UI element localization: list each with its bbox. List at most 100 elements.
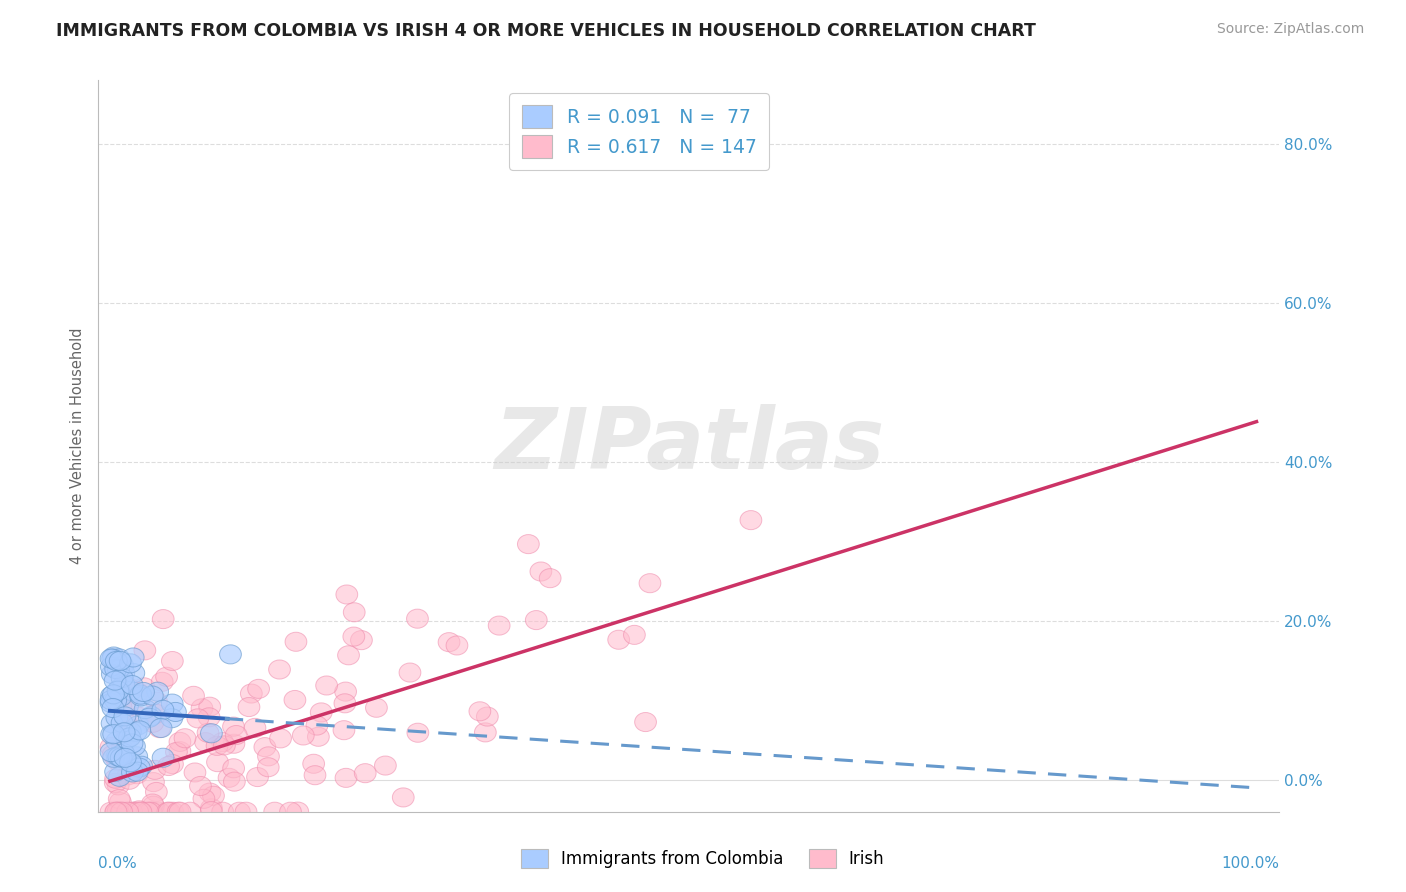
Ellipse shape: [238, 698, 260, 716]
Ellipse shape: [139, 802, 160, 822]
Ellipse shape: [142, 802, 165, 822]
Ellipse shape: [111, 668, 134, 688]
Ellipse shape: [134, 678, 155, 697]
Ellipse shape: [160, 708, 183, 728]
Ellipse shape: [146, 692, 167, 711]
Ellipse shape: [200, 783, 221, 802]
Ellipse shape: [292, 726, 314, 745]
Ellipse shape: [107, 747, 128, 766]
Ellipse shape: [235, 802, 257, 822]
Ellipse shape: [740, 510, 762, 530]
Y-axis label: 4 or more Vehicles in Household: 4 or more Vehicles in Household: [70, 327, 86, 565]
Ellipse shape: [124, 802, 145, 822]
Ellipse shape: [333, 721, 354, 739]
Ellipse shape: [114, 723, 135, 742]
Ellipse shape: [152, 609, 174, 629]
Ellipse shape: [392, 788, 415, 807]
Ellipse shape: [120, 723, 142, 741]
Ellipse shape: [129, 721, 150, 740]
Ellipse shape: [101, 648, 124, 668]
Ellipse shape: [224, 734, 245, 753]
Ellipse shape: [107, 776, 129, 795]
Ellipse shape: [117, 765, 139, 785]
Ellipse shape: [165, 702, 187, 722]
Text: 100.0%: 100.0%: [1222, 855, 1279, 871]
Ellipse shape: [108, 789, 131, 808]
Ellipse shape: [142, 714, 163, 732]
Ellipse shape: [129, 685, 152, 704]
Ellipse shape: [222, 759, 245, 778]
Ellipse shape: [245, 718, 266, 738]
Ellipse shape: [207, 753, 228, 772]
Ellipse shape: [128, 707, 150, 726]
Ellipse shape: [174, 729, 195, 747]
Ellipse shape: [201, 802, 222, 821]
Ellipse shape: [108, 747, 129, 766]
Text: 0.0%: 0.0%: [98, 855, 138, 871]
Ellipse shape: [156, 667, 177, 686]
Ellipse shape: [108, 802, 131, 822]
Ellipse shape: [128, 758, 150, 777]
Ellipse shape: [115, 713, 136, 732]
Ellipse shape: [350, 631, 373, 649]
Ellipse shape: [366, 698, 387, 717]
Ellipse shape: [101, 725, 122, 744]
Ellipse shape: [100, 657, 122, 676]
Ellipse shape: [343, 603, 366, 622]
Ellipse shape: [224, 772, 245, 791]
Ellipse shape: [110, 748, 132, 767]
Ellipse shape: [145, 705, 167, 723]
Ellipse shape: [112, 657, 134, 675]
Ellipse shape: [157, 756, 180, 775]
Ellipse shape: [169, 802, 191, 822]
Ellipse shape: [446, 636, 468, 655]
Ellipse shape: [104, 773, 127, 792]
Ellipse shape: [125, 747, 148, 766]
Ellipse shape: [111, 802, 132, 822]
Ellipse shape: [225, 725, 247, 745]
Ellipse shape: [111, 684, 134, 704]
Ellipse shape: [127, 764, 148, 784]
Ellipse shape: [117, 697, 138, 715]
Ellipse shape: [114, 698, 136, 718]
Ellipse shape: [120, 681, 142, 700]
Ellipse shape: [104, 769, 127, 789]
Ellipse shape: [311, 703, 332, 722]
Ellipse shape: [149, 719, 170, 738]
Ellipse shape: [110, 687, 132, 706]
Ellipse shape: [120, 753, 142, 772]
Ellipse shape: [159, 802, 180, 822]
Ellipse shape: [117, 730, 138, 748]
Ellipse shape: [406, 609, 429, 628]
Ellipse shape: [118, 770, 141, 789]
Ellipse shape: [103, 698, 124, 717]
Ellipse shape: [307, 716, 328, 735]
Ellipse shape: [105, 802, 127, 822]
Ellipse shape: [112, 675, 135, 694]
Ellipse shape: [269, 660, 291, 679]
Ellipse shape: [129, 687, 152, 706]
Ellipse shape: [107, 681, 129, 700]
Ellipse shape: [526, 610, 547, 630]
Ellipse shape: [540, 568, 561, 588]
Ellipse shape: [100, 742, 122, 762]
Ellipse shape: [607, 631, 630, 649]
Ellipse shape: [125, 723, 148, 741]
Ellipse shape: [100, 649, 122, 668]
Ellipse shape: [121, 675, 143, 695]
Ellipse shape: [120, 654, 142, 673]
Ellipse shape: [127, 762, 148, 781]
Ellipse shape: [254, 738, 276, 756]
Ellipse shape: [145, 782, 167, 802]
Ellipse shape: [103, 724, 125, 744]
Ellipse shape: [162, 802, 184, 822]
Ellipse shape: [107, 660, 129, 679]
Ellipse shape: [110, 792, 131, 812]
Ellipse shape: [304, 765, 326, 785]
Ellipse shape: [136, 802, 159, 822]
Ellipse shape: [111, 714, 134, 732]
Ellipse shape: [623, 625, 645, 644]
Ellipse shape: [103, 745, 124, 764]
Ellipse shape: [194, 732, 217, 752]
Ellipse shape: [270, 729, 291, 747]
